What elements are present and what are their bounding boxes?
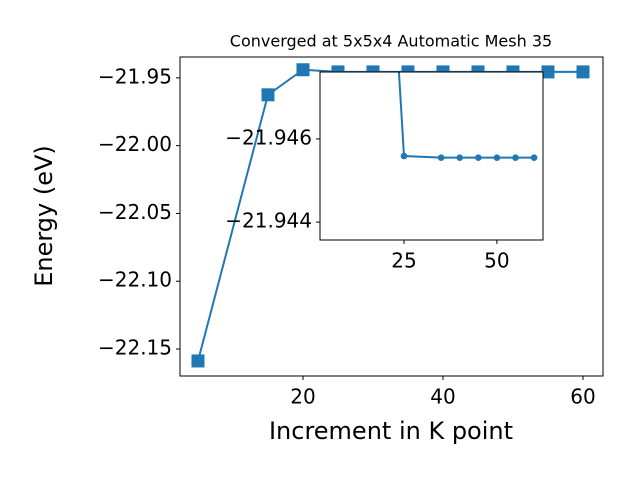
data-point — [191, 354, 205, 368]
data-point — [400, 152, 408, 160]
y-axis-label: Energy (eV) — [30, 145, 58, 287]
axes-frame — [179, 56, 604, 377]
x-tick-label: 60 — [570, 385, 595, 409]
y-tick-label: −22.00 — [98, 132, 172, 156]
data-point — [512, 154, 519, 161]
data-point — [296, 63, 310, 77]
data-point — [456, 154, 464, 161]
plot-area — [320, 72, 543, 240]
y-tick-label: −22.15 — [98, 336, 172, 360]
data-point — [475, 154, 482, 161]
x-tick-label: 40 — [430, 385, 455, 409]
y-tick-label: −21.944 — [225, 209, 312, 233]
y-tick-label: −21.946 — [225, 125, 312, 149]
x-tick-label: 20 — [290, 385, 315, 409]
plot-content — [397, 72, 538, 161]
y-tick-label: −22.05 — [98, 200, 172, 224]
y-tick-label: −21.95 — [98, 64, 172, 88]
x-tick-label: 25 — [391, 249, 416, 273]
data-point — [541, 65, 555, 79]
data-point — [493, 154, 501, 161]
data-point — [530, 154, 538, 161]
data-point — [261, 88, 275, 102]
x-tick-label: 50 — [484, 249, 509, 273]
x-axis-label: Increment in K point — [269, 417, 513, 445]
data-point — [576, 65, 590, 79]
chart-title: Converged at 5x5x4 Automatic Mesh 35 — [230, 32, 552, 51]
data-point — [437, 154, 445, 161]
axes-frame — [319, 71, 544, 241]
y-tick-label: −22.10 — [98, 268, 172, 292]
